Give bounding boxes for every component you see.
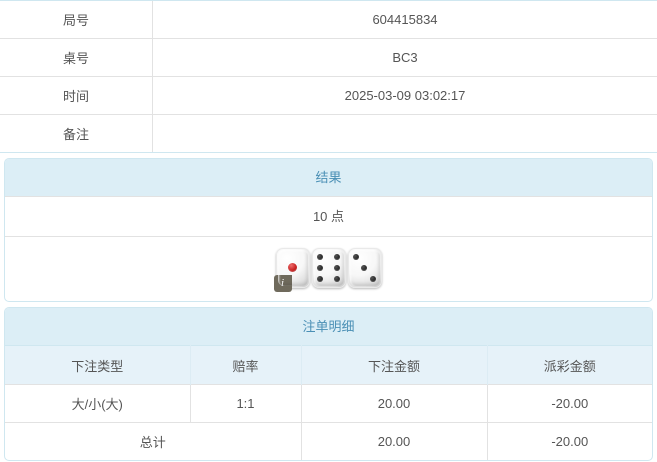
die-pip — [316, 275, 323, 282]
total-payout-value: -20.00 — [487, 422, 652, 460]
dice-strip: i — [273, 248, 382, 292]
time-value: 2025-03-09 03:02:17 — [344, 88, 466, 103]
round-info-table: 局号 604415834 桌号 BC3 时间 2025-03-09 03:02:… — [0, 0, 657, 153]
bet-type-value: 大/小(大) — [5, 384, 191, 423]
info-badge-icon[interactable]: i — [273, 275, 292, 292]
bet-stake-value: 20.00 — [301, 384, 488, 423]
table-row: 时间 2025-03-09 03:02:17 — [0, 77, 657, 115]
die-1[interactable]: i — [273, 248, 310, 292]
table-id-label: 桌号 — [0, 39, 153, 76]
die-pip — [316, 254, 323, 261]
total-label: 总计 — [5, 422, 302, 460]
die-pip — [288, 263, 297, 273]
dice-result-row: i — [5, 236, 652, 301]
round-id-label: 局号 — [0, 1, 153, 38]
round-id-value: 604415834 — [372, 12, 438, 27]
total-stake-value: 20.00 — [301, 422, 488, 460]
die-pip — [352, 254, 359, 261]
result-panel-title: 结果 — [5, 159, 652, 196]
bet-detail-panel: 注单明细 下注类型 赔率 下注金额 派彩金额 大/小(大) 1:1 20.00 … — [4, 307, 653, 461]
die-pip — [334, 254, 341, 261]
column-header-bet-type: 下注类型 — [5, 345, 191, 385]
column-header-payout: 派彩金额 — [487, 345, 652, 385]
remark-value — [153, 115, 657, 152]
die-3[interactable] — [347, 248, 382, 288]
remark-label: 备注 — [0, 115, 153, 152]
bet-odds-value: 1:1 — [190, 384, 302, 423]
table-row: 桌号 BC3 — [0, 39, 657, 77]
column-header-stake: 下注金额 — [301, 345, 488, 385]
bet-detail-table: 下注类型 赔率 下注金额 派彩金额 大/小(大) 1:1 20.00 -20.0… — [5, 345, 652, 460]
table-row: 备注 — [0, 115, 657, 152]
bet-payout-value: -20.00 — [487, 384, 652, 423]
bet-table-header-row: 下注类型 赔率 下注金额 派彩金额 — [5, 345, 652, 385]
die-pip — [370, 275, 377, 282]
table-row: 大/小(大) 1:1 20.00 -20.00 — [5, 384, 652, 423]
die-pip — [361, 264, 368, 271]
die-pip — [334, 275, 341, 282]
time-label: 时间 — [0, 77, 153, 114]
table-id-value: BC3 — [392, 50, 418, 65]
table-row: 局号 604415834 — [0, 1, 657, 39]
column-header-odds: 赔率 — [190, 345, 302, 385]
bet-panel-title: 注单明细 — [5, 308, 652, 345]
die-pip — [316, 264, 323, 271]
result-points: 10 点 — [5, 196, 652, 236]
die-pip — [334, 264, 341, 271]
table-row-total: 总计 20.00 -20.00 — [5, 422, 652, 460]
result-panel: 结果 10 点 i — [4, 158, 653, 302]
die-2[interactable] — [311, 248, 346, 288]
